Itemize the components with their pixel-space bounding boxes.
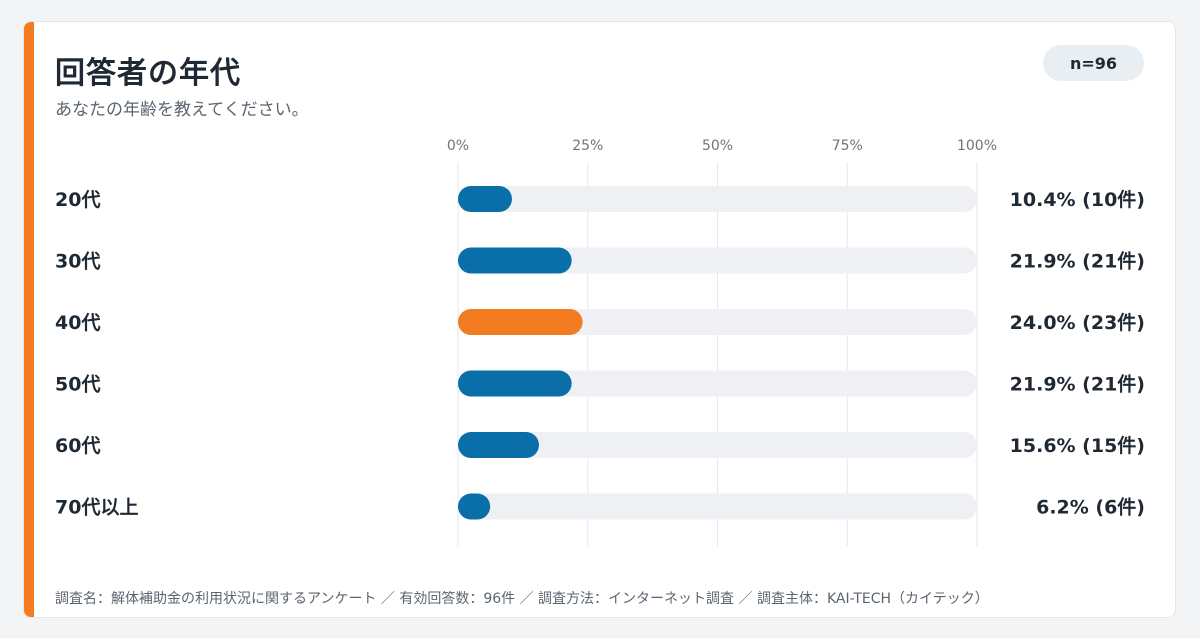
value-label: 6.2% (6件) [1036, 496, 1145, 519]
x-tick-label: 50% [702, 138, 733, 154]
bar-chart: 0% 25% 50% 75% 100% 20代 10.4% (10件) 30代 21.9% (2… [55, 138, 1145, 546]
value-label: 21.9% (21件) [1010, 373, 1145, 396]
data-bar [458, 309, 583, 335]
data-bar [458, 493, 491, 520]
chart-card: 回答者の年代 あなたの年齢を教えてください。 n=96 0% 25% 50% 75% 1… [23, 21, 1176, 618]
value-label: 15.6% (15件) [1010, 434, 1145, 457]
category-label: 70代以上 [55, 497, 138, 519]
category-label: 30代 [55, 251, 100, 273]
value-label: 21.9% (21件) [1010, 250, 1145, 273]
x-tick-label: 75% [832, 138, 863, 154]
bar-track [458, 186, 977, 212]
accent-bar [24, 22, 34, 617]
value-label: 10.4% (10件) [1010, 188, 1145, 211]
sample-size-badge: n=96 [1043, 45, 1144, 81]
data-bar [458, 247, 572, 274]
bar-track [458, 247, 977, 274]
bar-track [458, 370, 977, 397]
category-label: 40代 [55, 312, 100, 334]
data-bar [458, 370, 572, 397]
category-label: 60代 [55, 435, 100, 457]
survey-footer: 調査名：解体補助金の利用状況に関するアンケート ／ 有効回答数：96件 ／ 調査… [55, 591, 989, 607]
category-label: 50代 [55, 374, 100, 396]
bar-track [458, 493, 977, 520]
x-tick-label: 25% [572, 138, 603, 154]
bar-track [458, 309, 977, 335]
value-label: 24.0% (23件) [1010, 311, 1145, 334]
chart-subtitle: あなたの年齢を教えてください。 [55, 100, 309, 120]
x-tick-label: 0% [447, 138, 469, 154]
bar-track [458, 432, 977, 458]
x-tick-label: 100% [957, 138, 997, 154]
chart-title: 回答者の年代 [55, 56, 241, 91]
data-bar [458, 432, 539, 458]
category-label: 20代 [55, 189, 100, 211]
data-bar [458, 186, 512, 212]
